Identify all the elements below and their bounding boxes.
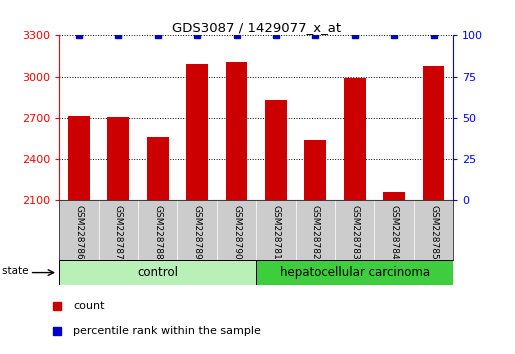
Text: control: control: [137, 266, 178, 279]
Text: GSM228787: GSM228787: [114, 205, 123, 259]
Bar: [256, 260, 453, 285]
Text: hepatocellular carcinoma: hepatocellular carcinoma: [280, 266, 430, 279]
Title: GDS3087 / 1429077_x_at: GDS3087 / 1429077_x_at: [171, 21, 341, 34]
Text: GSM228784: GSM228784: [390, 205, 399, 259]
Text: GSM228783: GSM228783: [350, 205, 359, 259]
Text: GSM228790: GSM228790: [232, 205, 241, 259]
Bar: [344, 78, 366, 200]
Text: disease state: disease state: [0, 266, 28, 276]
Text: GSM228789: GSM228789: [193, 205, 201, 259]
Bar: [59, 260, 256, 285]
Bar: [226, 62, 247, 200]
Bar: [68, 116, 90, 200]
Text: GSM228785: GSM228785: [429, 205, 438, 259]
Bar: [383, 193, 405, 200]
Bar: [147, 137, 168, 200]
Bar: [423, 65, 444, 200]
Bar: [186, 64, 208, 200]
Bar: [108, 117, 129, 200]
Text: GSM228781: GSM228781: [271, 205, 280, 259]
Text: percentile rank within the sample: percentile rank within the sample: [73, 326, 261, 336]
Bar: [265, 100, 287, 200]
Bar: [304, 140, 326, 200]
Text: GSM228786: GSM228786: [75, 205, 83, 259]
Text: count: count: [73, 301, 105, 311]
Text: GSM228782: GSM228782: [311, 205, 320, 259]
Text: GSM228788: GSM228788: [153, 205, 162, 259]
